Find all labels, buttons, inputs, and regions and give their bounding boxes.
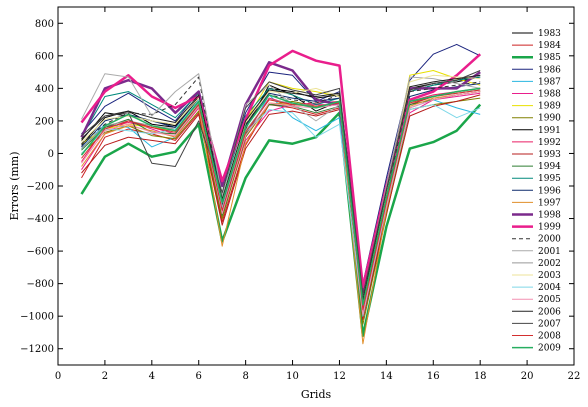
x-tick-label: 14 — [380, 371, 393, 382]
x-tick-label: 0 — [55, 371, 61, 382]
series-line-1997 — [81, 91, 481, 345]
y-tick-label: 0 — [48, 149, 54, 160]
series-line-1993 — [81, 94, 481, 320]
legend-label-1983: 1983 — [538, 29, 561, 39]
legend-label-2004: 2004 — [538, 283, 561, 293]
legend-label-1993: 1993 — [538, 150, 561, 160]
x-axis-label: Grids — [301, 388, 332, 401]
y-tick-label: −1200 — [20, 344, 54, 355]
legend-label-1995: 1995 — [538, 174, 561, 184]
x-tick-label: 18 — [474, 371, 487, 382]
legend-label-1992: 1992 — [538, 138, 561, 148]
legend-label-1991: 1991 — [538, 126, 561, 136]
legend-label-1990: 1990 — [538, 114, 561, 124]
legend-label-1989: 1989 — [538, 102, 561, 112]
x-tick-label: 16 — [427, 371, 440, 382]
x-tick-label: 20 — [521, 371, 534, 382]
y-tick-label: −600 — [27, 247, 54, 258]
series-lines — [80, 43, 482, 345]
legend-label-2001: 2001 — [538, 247, 561, 257]
legend-label-1996: 1996 — [538, 186, 561, 196]
legend-label-1998: 1998 — [538, 211, 561, 221]
legend-label-1988: 1988 — [538, 90, 561, 100]
series-line-2004 — [81, 99, 481, 317]
x-tick-label: 8 — [242, 371, 248, 382]
x-tick-label: 6 — [196, 371, 202, 382]
series-line-1986 — [81, 43, 481, 285]
y-tick-label: −200 — [27, 182, 54, 193]
legend-label-1997: 1997 — [538, 198, 561, 208]
legend: 1983 1984 1985 1986 1987 1988 1989 1990 1991 1992… — [512, 29, 561, 354]
y-tick-label: 600 — [35, 51, 54, 62]
legend-label-2003: 2003 — [538, 271, 561, 281]
series-line-2006 — [81, 74, 481, 301]
plot-area — [57, 6, 575, 366]
plot-frame — [57, 6, 575, 366]
legend-label-2008: 2008 — [538, 332, 561, 342]
y-tick-label: 400 — [35, 84, 54, 95]
legend-label-2007: 2007 — [538, 319, 561, 329]
legend-label-2009: 2009 — [538, 344, 561, 354]
series-line-2009 — [80, 87, 481, 306]
series-line-2005 — [81, 91, 481, 316]
x-tick-label: 10 — [286, 371, 299, 382]
y-tick-label: 200 — [35, 116, 54, 127]
x-tick-label: 4 — [149, 371, 155, 382]
x-tick-label: 22 — [568, 371, 581, 382]
legend-label-1994: 1994 — [538, 162, 561, 172]
legend-label-2002: 2002 — [538, 259, 561, 269]
series-line-2008 — [81, 89, 481, 311]
series-line-1999 — [80, 49, 482, 289]
axes: 0 2 4 6 8 10 12 14 16 18 20 22 −1200 −1000 −800 −600 −40… — [20, 7, 580, 382]
legend-label-2000: 2000 — [538, 235, 561, 245]
legend-label-1987: 1987 — [538, 77, 561, 87]
series-line-2000 — [81, 76, 481, 309]
y-tick-label: 800 — [35, 19, 54, 30]
series-line-2003 — [81, 74, 481, 302]
y-tick-label: −400 — [27, 214, 54, 225]
legend-label-1984: 1984 — [538, 41, 561, 51]
series-line-2001 — [81, 73, 481, 298]
x-tick-label: 2 — [102, 371, 108, 382]
y-tick-label: −800 — [27, 279, 54, 290]
y-tick-label: −1000 — [20, 312, 54, 323]
series-line-1988 — [81, 92, 481, 314]
legend-label-1985: 1985 — [538, 53, 561, 63]
legend-label-2005: 2005 — [538, 295, 561, 305]
legend-label-1999: 1999 — [538, 223, 561, 233]
series-line-2007 — [81, 70, 481, 296]
legend-label-2006: 2006 — [538, 307, 561, 317]
y-axis-label: Errors (mm) — [8, 151, 21, 220]
legend-label-1986: 1986 — [538, 65, 561, 75]
x-tick-label: 12 — [333, 371, 346, 382]
